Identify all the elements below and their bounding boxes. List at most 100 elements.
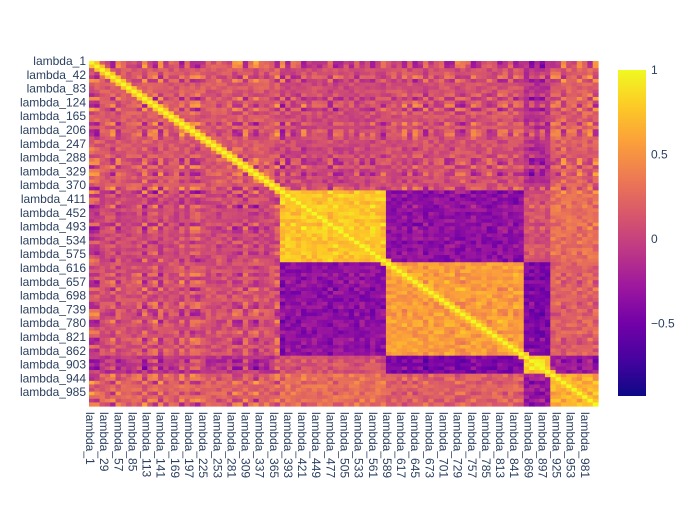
- heatmap-cell: [296, 226, 302, 230]
- heatmap-cell: [386, 223, 392, 227]
- heatmap-cell: [577, 205, 583, 209]
- heatmap-cell: [237, 205, 243, 209]
- heatmap-cell: [264, 147, 270, 151]
- heatmap-cell: [131, 104, 137, 108]
- heatmap-cell: [577, 86, 583, 90]
- heatmap-cell: [142, 136, 148, 140]
- heatmap-cell: [508, 194, 514, 198]
- heatmap-cell: [269, 158, 275, 162]
- heatmap-cell: [153, 101, 159, 105]
- heatmap-cell: [513, 104, 519, 108]
- heatmap-cell: [460, 136, 466, 140]
- heatmap-cell: [100, 198, 106, 202]
- heatmap-cell: [503, 104, 509, 108]
- heatmap-cell: [137, 133, 143, 137]
- heatmap-cell: [545, 216, 551, 220]
- heatmap-cell: [587, 187, 593, 191]
- heatmap-cell: [248, 68, 254, 72]
- heatmap-cell: [407, 126, 413, 130]
- heatmap-cell: [322, 93, 328, 97]
- heatmap-cell: [243, 115, 249, 119]
- heatmap-cell: [296, 154, 302, 158]
- heatmap-cell: [338, 147, 344, 151]
- heatmap-cell: [566, 140, 572, 144]
- heatmap-cell: [386, 133, 392, 137]
- heatmap-cell: [349, 104, 355, 108]
- heatmap-cell: [259, 133, 265, 137]
- heatmap-cell: [116, 119, 122, 123]
- heatmap-cell: [206, 101, 212, 105]
- heatmap-cell: [391, 61, 397, 65]
- heatmap-cell: [163, 151, 169, 155]
- heatmap-cell: [121, 97, 127, 101]
- heatmap-cell: [206, 187, 212, 191]
- heatmap-cell: [524, 147, 530, 151]
- heatmap-cell: [253, 219, 259, 223]
- heatmap-cell: [163, 90, 169, 94]
- heatmap-cell: [540, 216, 546, 220]
- heatmap-cell: [471, 83, 477, 87]
- heatmap-cell: [264, 133, 270, 137]
- heatmap-cell: [243, 165, 249, 169]
- heatmap-cell: [301, 90, 307, 94]
- heatmap-cell: [121, 169, 127, 173]
- heatmap-cell: [110, 183, 116, 187]
- heatmap-cell: [147, 190, 153, 194]
- heatmap-cell: [200, 187, 206, 191]
- heatmap-cell: [147, 65, 153, 69]
- heatmap-cell: [439, 93, 445, 97]
- heatmap-cell: [296, 151, 302, 155]
- heatmap-cell: [450, 219, 456, 223]
- heatmap-cell: [540, 79, 546, 83]
- heatmap-cell: [487, 101, 493, 105]
- heatmap-cell: [89, 144, 95, 148]
- heatmap-cell: [402, 169, 408, 173]
- heatmap-cell: [179, 158, 185, 162]
- heatmap-cell: [556, 147, 562, 151]
- heatmap-cell: [375, 234, 381, 238]
- heatmap-cell: [174, 122, 180, 126]
- heatmap-cell: [550, 111, 556, 115]
- heatmap-cell: [333, 119, 339, 123]
- heatmap-cell: [248, 115, 254, 119]
- heatmap-cell: [577, 172, 583, 176]
- heatmap-cell: [513, 205, 519, 209]
- heatmap-cell: [476, 144, 482, 148]
- heatmap-cell: [301, 147, 307, 151]
- heatmap-cell: [465, 208, 471, 212]
- heatmap-cell: [153, 136, 159, 140]
- heatmap-cell: [232, 65, 238, 69]
- heatmap-cell: [582, 180, 588, 184]
- heatmap-cell: [518, 68, 524, 72]
- heatmap-cell: [545, 198, 551, 202]
- heatmap-cell: [237, 162, 243, 166]
- heatmap-cell: [158, 176, 164, 180]
- heatmap-cell: [503, 219, 509, 223]
- heatmap-cell: [216, 216, 222, 220]
- heatmap-cell: [540, 68, 546, 72]
- heatmap-cell: [232, 93, 238, 97]
- heatmap-cell: [407, 212, 413, 216]
- heatmap-cell: [222, 244, 228, 248]
- heatmap-cell: [248, 108, 254, 112]
- heatmap-cell: [593, 176, 599, 180]
- heatmap-cell: [529, 104, 535, 108]
- heatmap-cell: [354, 244, 360, 248]
- heatmap-cell: [556, 151, 562, 155]
- heatmap-cell: [349, 172, 355, 176]
- heatmap-cell: [94, 79, 100, 83]
- heatmap-cell: [237, 151, 243, 155]
- heatmap-cell: [349, 101, 355, 105]
- heatmap-cell: [264, 97, 270, 101]
- heatmap-cell: [518, 101, 524, 105]
- heatmap-cell: [450, 61, 456, 65]
- heatmap-cell: [412, 169, 418, 173]
- heatmap-cell: [296, 115, 302, 119]
- heatmap-cell: [317, 79, 323, 83]
- heatmap-cell: [222, 140, 228, 144]
- heatmap-cell: [534, 122, 540, 126]
- heatmap-cell: [163, 68, 169, 72]
- heatmap-cell: [301, 93, 307, 97]
- heatmap-cell: [153, 201, 159, 205]
- heatmap-cell: [518, 183, 524, 187]
